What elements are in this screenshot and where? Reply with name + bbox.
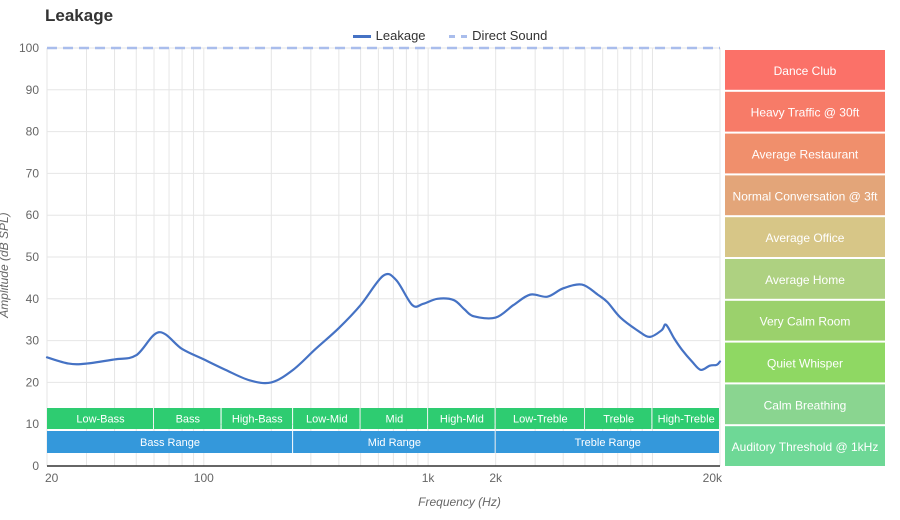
svg-text:90: 90 (26, 83, 40, 97)
svg-text:Quiet Whisper: Quiet Whisper (767, 357, 843, 371)
svg-text:Average Home: Average Home (765, 273, 845, 287)
svg-text:40: 40 (26, 292, 40, 306)
svg-text:Low-Treble: Low-Treble (513, 414, 568, 426)
svg-text:High-Treble: High-Treble (658, 414, 715, 426)
svg-text:1k: 1k (422, 471, 436, 485)
svg-text:Low-Bass: Low-Bass (76, 414, 125, 426)
svg-text:Average Restaurant: Average Restaurant (752, 148, 859, 162)
svg-text:0: 0 (32, 459, 39, 473)
svg-text:100: 100 (19, 41, 39, 55)
svg-text:60: 60 (26, 208, 40, 222)
svg-text:Treble: Treble (603, 414, 634, 426)
svg-text:2k: 2k (489, 471, 503, 485)
svg-text:20: 20 (45, 471, 59, 485)
svg-text:Calm Breathing: Calm Breathing (764, 398, 847, 412)
svg-text:20k: 20k (703, 471, 723, 485)
svg-text:Low-Mid: Low-Mid (306, 414, 348, 426)
svg-text:Bass Range: Bass Range (140, 437, 200, 449)
svg-text:Auditory Threshold @ 1kHz: Auditory Threshold @ 1kHz (732, 440, 879, 454)
svg-text:Mid: Mid (386, 414, 404, 426)
svg-text:20: 20 (26, 375, 40, 389)
svg-text:Normal Conversation @ 3ft: Normal Conversation @ 3ft (733, 189, 879, 203)
svg-text:Treble Range: Treble Range (575, 437, 641, 449)
svg-text:Average Office: Average Office (766, 231, 845, 245)
svg-text:10: 10 (26, 417, 40, 431)
svg-text:70: 70 (26, 166, 40, 180)
svg-text:Mid Range: Mid Range (368, 437, 421, 449)
svg-text:Very Calm Room: Very Calm Room (760, 315, 851, 329)
svg-text:30: 30 (26, 334, 40, 348)
svg-text:50: 50 (26, 250, 40, 264)
svg-text:High-Bass: High-Bass (232, 414, 283, 426)
svg-text:High-Mid: High-Mid (440, 414, 484, 426)
svg-text:100: 100 (194, 471, 214, 485)
svg-text:Heavy Traffic @ 30ft: Heavy Traffic @ 30ft (751, 106, 860, 120)
svg-text:80: 80 (26, 125, 40, 139)
svg-text:Dance Club: Dance Club (774, 64, 837, 78)
svg-text:Bass: Bass (176, 414, 201, 426)
